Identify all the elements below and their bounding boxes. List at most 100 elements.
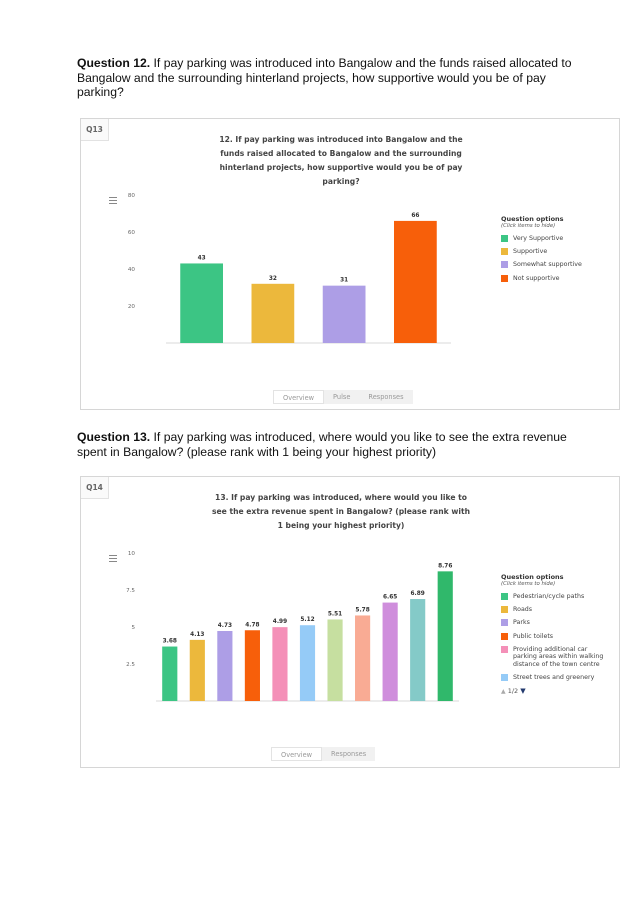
legend-hint: (Click items to hide) [501,223,556,229]
question-13-body: If pay parking was introduced, where wou… [77,430,567,459]
tab-overview[interactable]: Overview [271,747,323,761]
chart-title: 13. If pay parking was introduced, where… [211,493,470,530]
y-tick-label: 2.5 [126,662,135,668]
legend-next-page-icon[interactable]: ▼ [520,687,526,696]
data-label: 66 [411,213,419,219]
legend-hint: (Click items to hide) [501,581,556,587]
bar [299,625,316,701]
y-tick-label: 7.5 [126,588,135,594]
legend-swatch [501,645,508,653]
legend-title: Question options [501,215,564,223]
question-tag: Q13 [81,119,109,141]
legend-swatch [501,632,508,640]
legend-label: Parks [513,619,530,627]
legend-swatch [501,235,508,242]
chart-title: 12. If pay parking was introduced into B… [219,135,463,186]
y-tick-label: 80 [128,193,136,199]
y-tick-label: 20 [128,304,136,310]
data-label: 5.12 [300,617,314,623]
data-label: 4.13 [190,632,204,638]
legend-item[interactable]: Street trees and greenery [501,673,611,682]
legend-prev-page-icon[interactable]: ▲ [501,688,506,696]
y-tick-label: 40 [128,267,136,273]
question-12-text: Question 12. If pay parking was introduc… [77,56,577,100]
legend-swatch [501,673,508,681]
legend-items: Very Supportive Supportive Somewhat suppor… [501,235,611,282]
legend-label: Providing additional car parking areas w… [513,645,604,668]
question-tag: Q14 [81,477,109,499]
legend-swatch [501,593,508,600]
legend-label: Public toilets [513,632,554,640]
bar [251,283,295,343]
bar [394,220,437,343]
bar [437,571,453,701]
data-label: 32 [269,276,277,282]
legend-item[interactable]: Supportive [501,248,611,256]
question-13-text: Question 13. If pay parking was introduc… [77,430,577,459]
chart-panel-q13: Q13 12. If pay parking was introduced in… [80,118,620,410]
bar [272,627,288,701]
bar [322,285,366,343]
data-label: 4.73 [218,623,232,629]
data-label: 3.68 [163,639,177,645]
legend-swatch [501,261,508,269]
data-label: 5.78 [355,607,369,613]
data-label: 6.89 [411,591,425,597]
y-tick-label: 10 [128,551,136,557]
bar [189,639,205,701]
question-13-label: Question 13. [77,430,151,444]
bar [382,602,398,701]
legend-label: Supportive [513,248,548,256]
legend-item[interactable]: Public toilets [501,632,611,641]
legend-item[interactable]: Providing additional car parking areas w… [501,645,611,669]
bar [162,646,178,701]
bar-chart-q13: 10 7.5 5 2.5 3.68 4.13 4.73 4.78 4.99 5.12 5.51 5.7… [126,551,459,702]
legend-page-indicator: 1/2 [507,687,519,696]
tab-pulse[interactable]: Pulse [333,393,351,401]
data-label: 6.65 [383,595,397,601]
data-label: 43 [198,255,206,261]
y-tick-label: 5 [131,625,135,631]
chart-legend: Question options (Click items to hide) V… [501,215,611,288]
legend-label: Not supportive [513,274,560,282]
bar [244,630,260,701]
y-tick-label: 60 [128,230,136,236]
legend-item[interactable]: Very Supportive [501,235,611,243]
question-12-label: Question 12. [77,56,151,70]
tab-responses[interactable]: Responses [368,393,404,401]
legend-swatch [501,619,508,627]
bar [180,263,223,343]
legend-items: Pedestrian/cycle paths Roads Parks Public t… [501,593,611,681]
legend-item[interactable]: Parks [501,619,611,627]
legend-label: Somewhat supportive [513,261,582,269]
bar [355,615,371,701]
legend-swatch [501,606,508,614]
legend-pager: ▲ 1/2 ▼ [501,687,611,695]
bar-chart-q12: 80 60 40 20 43 32 31 66 [128,193,451,344]
chart-legend: Question options (Click items to hide) P… [501,573,611,695]
view-tabs: Overview Pulse Responses [273,390,413,404]
legend-label: Street trees and greenery [513,673,595,681]
data-label: 5.51 [328,611,342,617]
chart-panel-q14: Q14 13. If pay parking was introduced, w… [80,476,620,768]
legend-swatch [501,248,508,256]
bar [327,619,343,701]
data-label: 4.78 [245,622,259,628]
legend-label: Pedestrian/cycle paths [513,593,585,600]
legend-item[interactable]: Roads [501,606,611,614]
legend-item[interactable]: Not supportive [501,274,611,283]
data-label: 4.99 [273,619,287,625]
legend-label: Very Supportive [513,235,564,242]
tab-overview[interactable]: Overview [273,390,325,404]
tab-responses[interactable]: Responses [331,750,367,758]
legend-swatch [501,274,508,282]
question-12-body: If pay parking was introduced into Banga… [77,56,572,99]
data-label: 31 [340,278,348,284]
bar [217,630,233,701]
chart-menu-icon[interactable] [109,197,117,206]
legend-label: Roads [513,606,533,614]
bar [410,599,426,701]
chart-menu-icon[interactable] [109,555,117,564]
legend-item[interactable]: Somewhat supportive [501,261,611,269]
legend-item[interactable]: Pedestrian/cycle paths [501,593,611,601]
